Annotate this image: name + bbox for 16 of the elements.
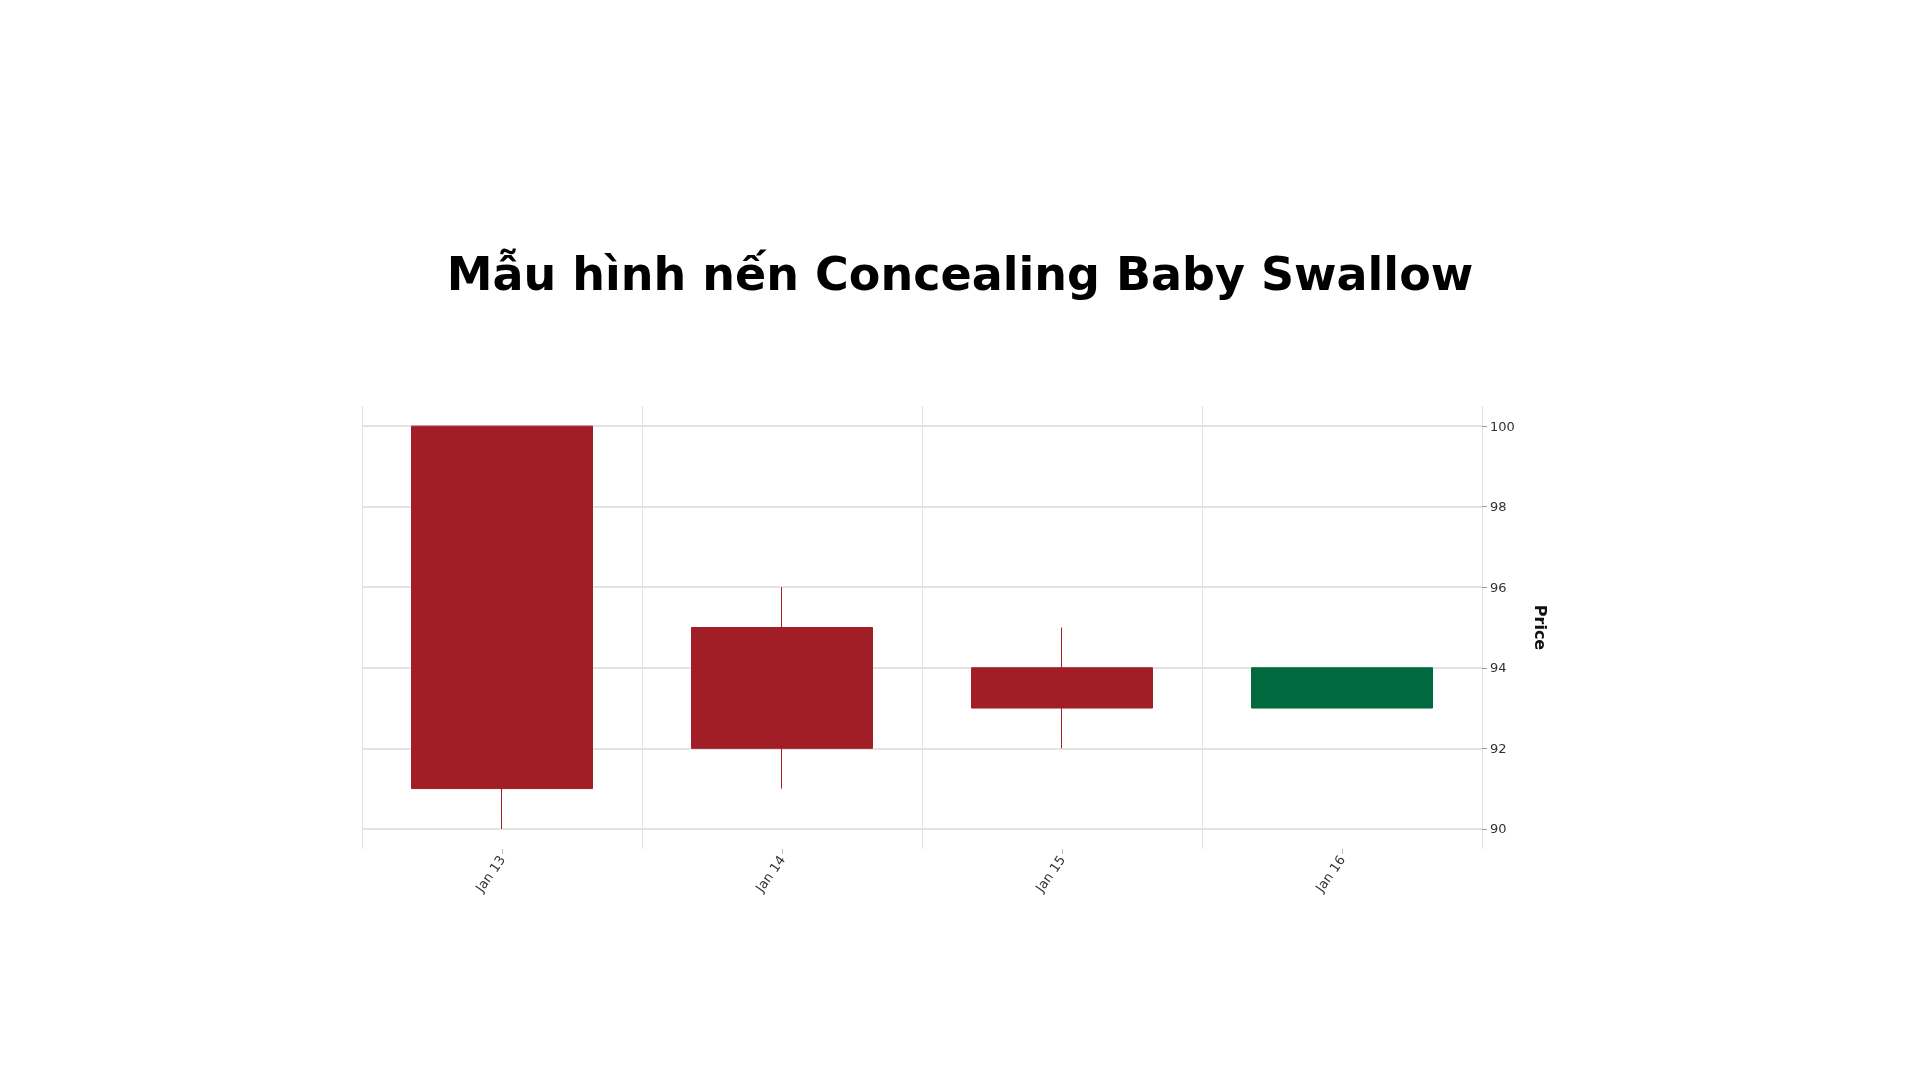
candlestick: [1251, 667, 1433, 709]
x-tick-label: Jan 14: [751, 852, 789, 896]
y-tick-label: 94: [1490, 660, 1507, 676]
chart-title: Mẫu hình nến Concealing Baby Swallow: [446, 247, 1474, 301]
y-tick-label: 100: [1490, 418, 1515, 434]
y-tick-label: 90: [1490, 821, 1507, 837]
y-tick-label: 92: [1490, 740, 1507, 756]
x-tick-label: Jan 15: [1031, 852, 1069, 896]
candlestick: [971, 627, 1153, 749]
x-tick-label: Jan 16: [1311, 852, 1349, 896]
y-axis-title: Price: [1530, 604, 1550, 651]
candlestick: [411, 425, 593, 830]
y-tick-label: 96: [1490, 579, 1507, 595]
x-tick-label: Jan 13: [471, 852, 509, 896]
candlestick: [691, 586, 873, 790]
y-tick-label: 98: [1490, 499, 1507, 515]
